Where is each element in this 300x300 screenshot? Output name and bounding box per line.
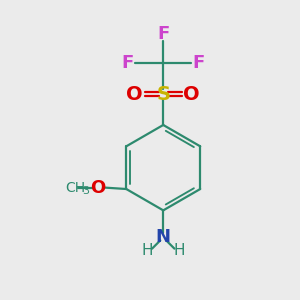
Text: F: F [193,54,205,72]
Text: H: H [141,244,152,259]
Text: O: O [184,85,200,104]
Text: N: N [156,228,171,246]
Text: O: O [126,85,143,104]
Text: CH: CH [65,181,86,194]
Text: H: H [174,244,185,259]
Text: O: O [90,178,106,196]
Text: S: S [156,85,170,104]
Text: F: F [157,25,170,43]
Text: 3: 3 [82,186,89,196]
Text: F: F [122,54,134,72]
